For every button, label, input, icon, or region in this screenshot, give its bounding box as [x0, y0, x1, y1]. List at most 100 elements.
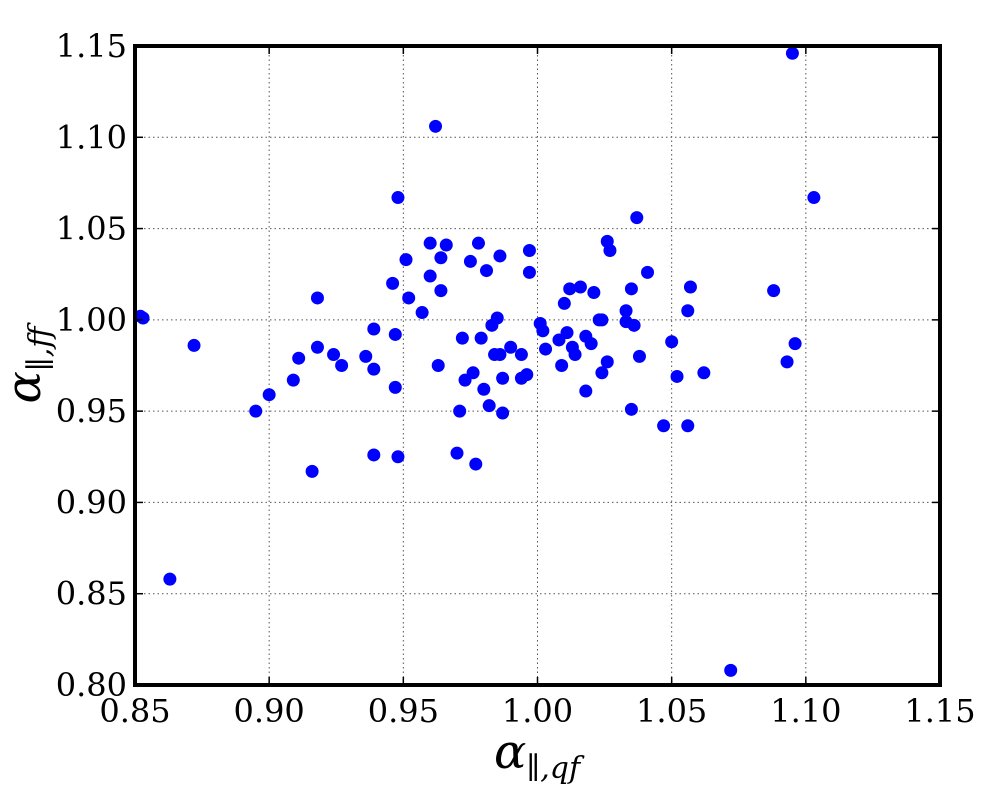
data-point — [136, 311, 150, 325]
data-point — [624, 282, 638, 296]
data-point — [520, 368, 534, 382]
data-point — [480, 264, 494, 278]
data-point — [630, 211, 644, 225]
data-point — [496, 406, 510, 420]
data-point — [463, 254, 477, 268]
y-tick-label: 1.00 — [56, 301, 127, 339]
y-axis-label-subscript: ∥,ff — [23, 322, 58, 371]
data-point — [665, 335, 679, 349]
data-point — [619, 304, 633, 318]
data-point — [724, 663, 738, 677]
data-point — [292, 351, 306, 365]
data-point — [388, 380, 402, 394]
data-point — [493, 348, 507, 362]
x-tick-label: 0.95 — [368, 692, 439, 730]
data-point — [568, 348, 582, 362]
data-point — [466, 366, 480, 380]
data-point — [402, 291, 416, 305]
data-point — [391, 450, 405, 464]
data-point — [536, 324, 550, 338]
data-points — [133, 46, 821, 677]
data-point — [595, 313, 609, 327]
data-point — [490, 311, 504, 325]
data-point — [587, 285, 601, 299]
data-point — [641, 265, 655, 279]
y-axis-ticks: 0.80 0.85 0.90 0.95 1.00 1.05 1.10 1.15 — [56, 27, 940, 704]
data-point — [286, 373, 300, 387]
x-tick-label: 0.90 — [234, 692, 305, 730]
data-point — [335, 359, 349, 372]
y-axis-label: α∥,ff — [0, 322, 58, 404]
x-tick-label: 1.05 — [636, 692, 707, 730]
data-point — [603, 243, 617, 257]
y-tick-label: 0.95 — [56, 392, 127, 430]
data-point — [391, 191, 405, 205]
data-point — [367, 362, 381, 376]
data-point — [471, 236, 485, 250]
y-tick-label: 1.15 — [56, 27, 127, 65]
data-point — [681, 419, 695, 433]
data-point — [310, 340, 324, 354]
data-point — [386, 276, 400, 290]
data-point — [367, 322, 381, 336]
data-point — [423, 236, 437, 250]
data-point — [415, 306, 429, 320]
data-point — [504, 340, 518, 354]
y-tick-label: 1.05 — [56, 210, 127, 248]
data-point — [434, 284, 448, 298]
data-point — [657, 419, 671, 433]
data-point — [327, 348, 341, 362]
data-point — [624, 402, 638, 416]
y-tick-label: 0.80 — [56, 666, 127, 704]
x-tick-label: 1.15 — [904, 692, 975, 730]
data-point — [632, 349, 646, 363]
data-point — [522, 265, 536, 279]
data-point — [262, 388, 276, 402]
data-point — [522, 243, 536, 257]
data-point — [681, 304, 695, 318]
data-point — [187, 338, 201, 352]
data-point — [683, 280, 697, 294]
data-point — [163, 572, 177, 586]
data-point — [439, 238, 453, 252]
data-point — [788, 337, 802, 351]
data-point — [496, 371, 510, 385]
y-axis-label-symbol: α — [0, 371, 52, 403]
data-point — [388, 327, 402, 341]
data-point — [310, 291, 324, 305]
data-point — [555, 359, 569, 372]
data-point — [359, 349, 373, 363]
data-point — [367, 448, 381, 462]
data-point — [595, 366, 609, 380]
data-point — [455, 331, 469, 345]
data-point — [423, 269, 437, 283]
data-point — [477, 382, 491, 396]
data-point — [450, 446, 464, 460]
data-point — [560, 326, 574, 340]
x-axis-label-subscript: ∥,qf — [526, 751, 585, 786]
data-point — [584, 337, 598, 351]
data-point — [627, 318, 641, 332]
data-point — [453, 404, 467, 418]
data-point — [434, 251, 448, 265]
data-point — [767, 284, 781, 298]
data-point — [600, 355, 614, 369]
data-point — [431, 359, 445, 372]
data-point — [429, 119, 443, 133]
data-point — [399, 253, 413, 267]
x-tick-label: 1.00 — [502, 692, 573, 730]
data-point — [785, 46, 799, 60]
x-tick-label: 0.85 — [99, 692, 170, 730]
data-point — [249, 404, 263, 418]
x-tick-label: 1.10 — [770, 692, 841, 730]
data-point — [493, 249, 507, 263]
y-tick-label: 1.10 — [56, 118, 127, 156]
x-axis-label: α∥,qf — [494, 724, 585, 786]
x-axis-label-symbol: α — [494, 724, 526, 780]
y-tick-label: 0.85 — [56, 575, 127, 613]
data-point — [563, 282, 577, 296]
data-point — [305, 464, 319, 478]
x-axis-ticks: 0.85 0.90 0.95 1.00 1.05 1.10 1.15 — [99, 46, 976, 730]
data-point — [670, 369, 684, 383]
